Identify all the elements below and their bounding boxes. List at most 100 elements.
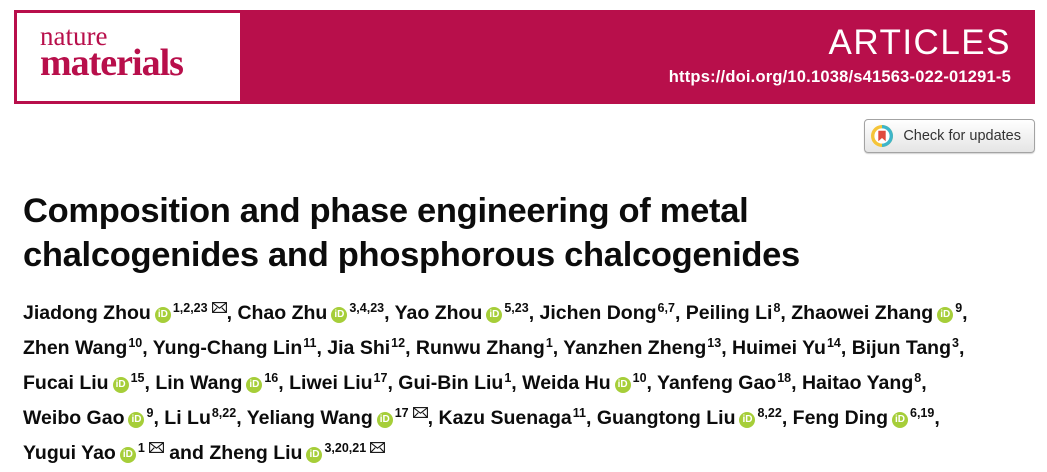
author-line: Weibo Gao iD 9, Li Lu8,22, Yeliang Wang iD 1…	[23, 406, 940, 429]
author-name: Weida Hu	[522, 372, 611, 394]
author-name: Liwei Liu	[289, 372, 373, 394]
author-affiliations: 10	[632, 371, 647, 385]
journal-logo-word-nature: nature	[40, 21, 108, 51]
journal-logo-word-materials: materials	[40, 42, 184, 84]
author-name: Huimei Yu	[732, 337, 826, 359]
author-name: Jiadong Zhou	[23, 302, 151, 324]
author: Jiadong Zhou iD 1,2,23	[23, 301, 227, 324]
author: Yao Zhou iD 5,23	[394, 301, 529, 324]
author-affiliations: 1	[545, 336, 553, 350]
orcid-icon[interactable]: iD	[112, 376, 129, 393]
author-affiliations: 11	[572, 406, 586, 420]
author-affiliations: 8	[914, 371, 922, 385]
author: Weida Hu iD 10	[522, 371, 647, 394]
author-line: Yugui Yao iD 1 and Zheng Liu iD 3,20,21	[23, 437, 1035, 472]
author-name: Feng Ding	[792, 407, 888, 429]
author-name: Guangtong Liu	[596, 407, 736, 429]
author-affiliations: 17	[394, 406, 409, 420]
author-affiliations: 1	[504, 371, 512, 385]
author-affiliations: 6,19	[910, 406, 935, 420]
author-name: Yanfeng Gao	[657, 372, 777, 394]
author: Kazu Suenaga11	[438, 406, 586, 429]
author: Yanzhen Zheng13	[563, 336, 722, 359]
author-name: Li Lu	[164, 407, 211, 429]
author: Weibo Gao iD 9	[23, 406, 154, 429]
author: Jia Shi12	[327, 336, 405, 359]
author: Liwei Liu17	[289, 371, 388, 394]
orcid-icon[interactable]: iD	[246, 376, 263, 393]
orcid-icon[interactable]: iD	[331, 306, 348, 323]
author-affiliations: 8,22	[211, 406, 237, 420]
author: Jichen Dong6,7	[539, 301, 675, 324]
orcid-icon[interactable]: iD	[119, 446, 136, 463]
orcid-icon[interactable]: iD	[376, 411, 393, 428]
email-icon[interactable]	[412, 407, 428, 418]
author-affiliations: 14	[826, 336, 841, 350]
orcid-icon[interactable]: iD	[486, 306, 503, 323]
author-name: Zhaowei Zhang	[791, 302, 934, 324]
author-affiliations: 9	[955, 301, 963, 315]
author: Gui-Bin Liu1	[398, 371, 512, 394]
author: Yung-Chang Lin11	[153, 336, 317, 359]
author-name: Lin Wang	[155, 372, 243, 394]
crossmark-icon	[870, 124, 894, 148]
orcid-icon[interactable]: iD	[614, 376, 631, 393]
author: Fucai Liu iD 15	[23, 371, 145, 394]
journal-logo: nature materials	[14, 10, 243, 104]
author-affiliations: 8	[773, 301, 781, 315]
author-list: Jiadong Zhou iD 1,2,23, Chao Zhu iD 3,4,23, …	[23, 297, 1035, 472]
author-name: Kazu Suenaga	[438, 407, 572, 429]
author-name: Gui-Bin Liu	[398, 372, 504, 394]
author: Feng Ding iD 6,19	[792, 406, 935, 429]
email-icon[interactable]	[148, 442, 164, 453]
doi-link[interactable]: https://doi.org/10.1038/s41563-022-01291…	[668, 68, 1011, 86]
author-affiliations: 1	[137, 441, 145, 455]
author-name: Chao Zhu	[237, 302, 328, 324]
orcid-icon[interactable]: iD	[739, 411, 756, 428]
author-name: Peiling Li	[685, 302, 773, 324]
author-affiliations: 5,23	[504, 301, 529, 315]
check-for-updates-label: Check for updates	[903, 128, 1021, 144]
author: Zhaowei Zhang iD 9	[791, 301, 963, 324]
author: Haitao Yang8	[801, 371, 922, 394]
author: Guangtong Liu iD 8,22	[596, 406, 782, 429]
orcid-icon[interactable]: iD	[306, 446, 323, 463]
orcid-icon[interactable]: iD	[154, 306, 171, 323]
banner-right: ARTICLES https://doi.org/10.1038/s41563-…	[669, 21, 1011, 89]
author-affiliations: 17	[373, 371, 388, 385]
author: Yanfeng Gao18	[657, 371, 792, 394]
author-name: Weibo Gao	[23, 407, 125, 429]
author: Zheng Liu iD 3,20,21	[209, 441, 386, 464]
author: Peiling Li8	[685, 301, 781, 324]
check-for-updates-button[interactable]: Check for updates	[864, 119, 1035, 153]
author-affiliations: 15	[130, 371, 145, 385]
orcid-icon[interactable]: iD	[892, 411, 908, 428]
author-name: Jichen Dong	[539, 302, 657, 324]
author-affiliations: 3,20,21	[324, 441, 367, 455]
page-title: Composition and phase engineering of met…	[23, 192, 800, 275]
author-affiliations: 16	[264, 371, 279, 385]
email-icon[interactable]	[370, 442, 386, 453]
author-affiliations: 10	[128, 336, 143, 350]
author-name: Yao Zhou	[394, 302, 483, 324]
author-affiliations: 9	[146, 406, 154, 420]
author-name: Yanzhen Zheng	[563, 337, 707, 359]
author-name: Runwu Zhang	[415, 337, 545, 359]
author: Huimei Yu14	[732, 336, 841, 359]
email-icon[interactable]	[211, 302, 227, 313]
author-affiliations: 13	[707, 336, 722, 350]
author: Lin Wang iD 16	[155, 371, 279, 394]
author-line: Zhen Wang10, Yung-Chang Lin11, Jia Shi12…	[23, 336, 965, 359]
author-line: Jiadong Zhou iD 1,2,23, Chao Zhu iD 3,4,23, …	[23, 301, 968, 324]
author-name: Zheng Liu	[209, 442, 303, 464]
orcid-icon[interactable]: iD	[128, 411, 145, 428]
author-name: Haitao Yang	[801, 372, 914, 394]
author-line: Fucai Liu iD 15, Lin Wang iD 16, Liwei Liu17…	[23, 371, 927, 394]
author-affiliations: 18	[777, 371, 792, 385]
orcid-icon[interactable]: iD	[937, 306, 954, 323]
author-affiliations: 3	[952, 336, 959, 350]
author: Bijun Tang3	[852, 336, 959, 359]
journal-banner: nature materials ARTICLES https://doi.or…	[14, 10, 1035, 104]
author-name: Fucai Liu	[23, 372, 109, 394]
author: Runwu Zhang1	[415, 336, 553, 359]
